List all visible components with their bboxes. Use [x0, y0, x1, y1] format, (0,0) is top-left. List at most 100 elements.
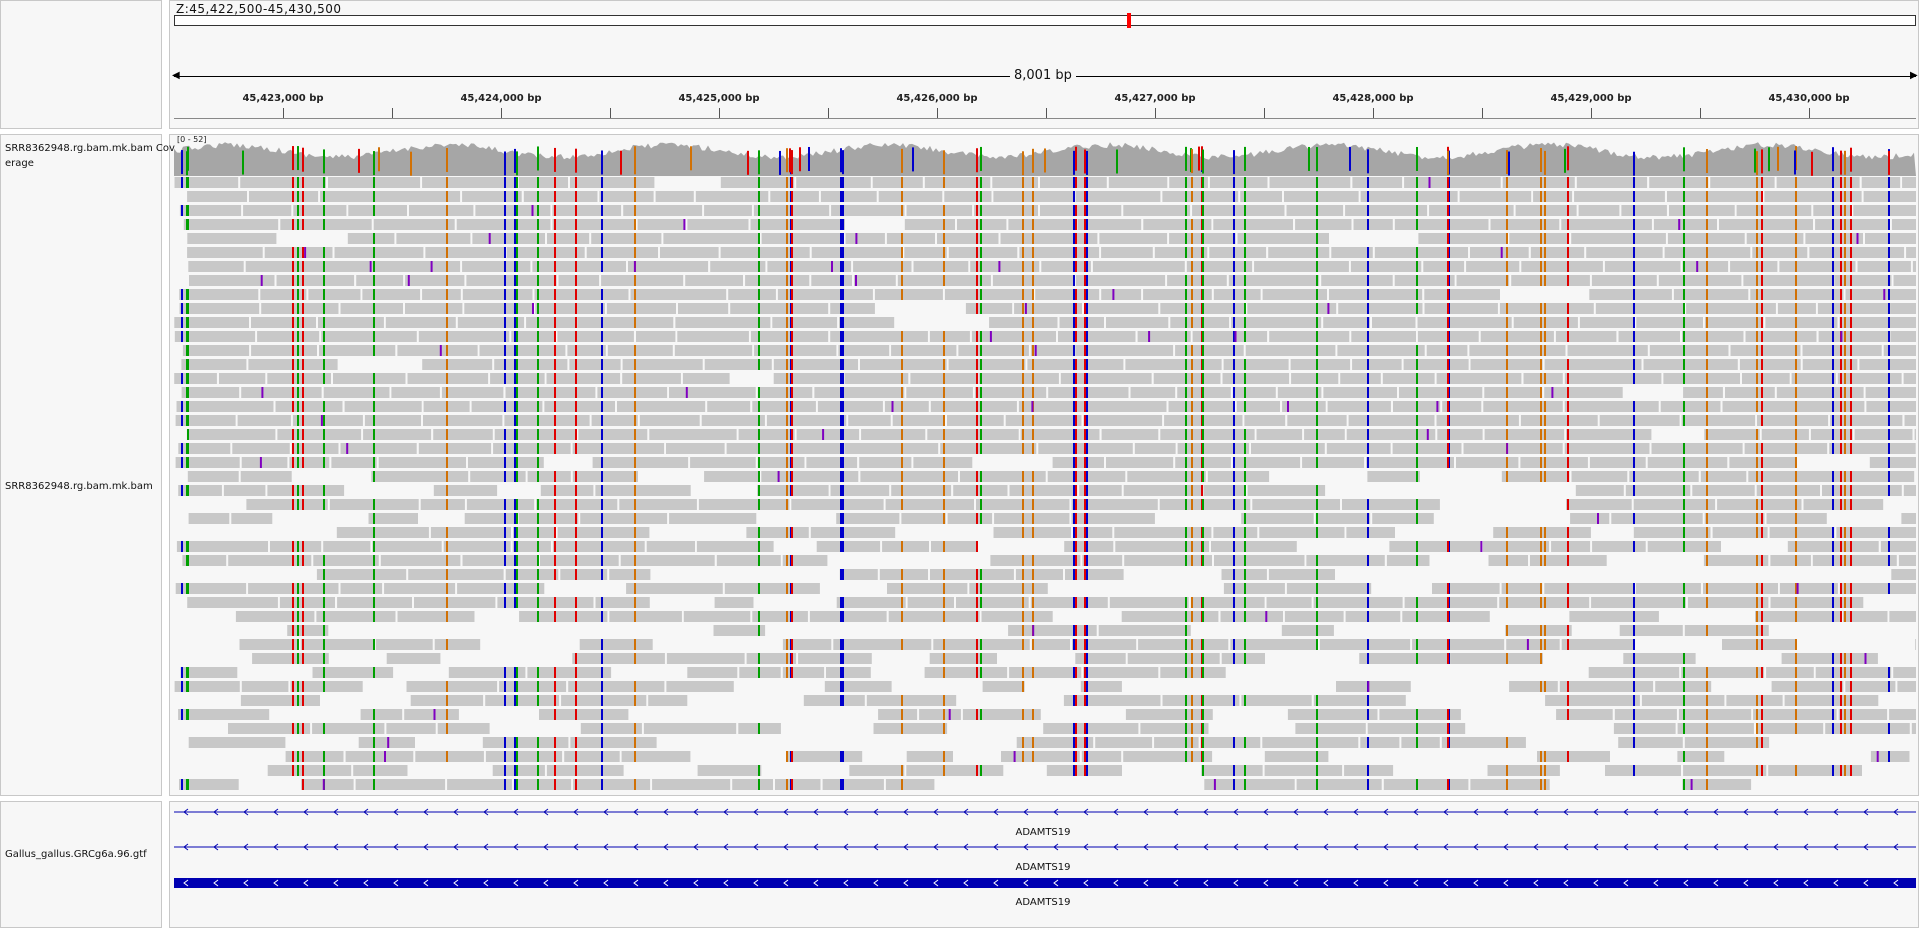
aligned-read [1366, 457, 1454, 468]
read-mismatch [1795, 415, 1797, 426]
read-mismatch [1795, 387, 1797, 398]
read-mismatch [976, 415, 978, 426]
aligned-read [1889, 611, 1916, 622]
read-mismatch [842, 289, 844, 300]
locus-display[interactable]: Z:45,422,500-45,430,500 [176, 2, 342, 16]
read-mismatch [1244, 177, 1246, 188]
aligned-read [1564, 443, 1650, 454]
chromosome-ideogram[interactable] [174, 13, 1916, 28]
aligned-read [475, 205, 551, 216]
read-mismatch [1316, 695, 1318, 706]
aligned-read [1719, 219, 1813, 230]
aligned-read [391, 387, 440, 398]
read-mismatch [1540, 415, 1542, 426]
aligned-read [1544, 387, 1623, 398]
read-mismatch [297, 205, 299, 216]
read-mismatch [1761, 639, 1763, 650]
read-mismatch [1075, 247, 1077, 258]
read-mismatch [1633, 639, 1635, 650]
read-mismatch [840, 639, 842, 650]
alignment-track[interactable] [174, 177, 1916, 795]
read-mismatch [1416, 639, 1418, 650]
read-mismatch [187, 219, 189, 230]
read-mismatch [786, 177, 788, 188]
aligned-read [471, 401, 543, 412]
aligned-read [443, 541, 511, 552]
read-mismatch [1084, 443, 1086, 454]
read-mismatch [1633, 373, 1635, 384]
read-mismatch [840, 317, 842, 328]
alignment-track-name[interactable]: SRR8362948.rg.bam.mk.bam [5, 481, 153, 492]
read-mismatch [1795, 667, 1797, 678]
read-mismatch [514, 177, 516, 188]
aligned-read [990, 555, 1081, 566]
read-mismatch [1888, 471, 1890, 482]
read-mismatch [1191, 541, 1193, 552]
read-mismatch [1032, 569, 1034, 580]
aligned-read [927, 429, 1019, 440]
read-mismatch [842, 261, 844, 272]
read-mismatch [901, 723, 903, 734]
read-mismatch [601, 303, 603, 314]
read-mismatch [1185, 359, 1187, 370]
read-mismatch [1022, 303, 1024, 314]
aligned-read [415, 751, 484, 762]
strand-arrow [1773, 879, 1779, 887]
read-mismatch [1832, 247, 1834, 258]
read-mismatch [504, 681, 506, 692]
read-mismatch [1850, 303, 1852, 314]
aligned-read [1523, 373, 1563, 384]
read-mismatch [1447, 583, 1449, 594]
read-mismatch [373, 317, 375, 328]
aligned-read [371, 471, 469, 482]
read-mismatch [1540, 541, 1542, 552]
read-mismatch [537, 779, 539, 790]
read-mismatch [1244, 191, 1246, 202]
read-mismatch [901, 471, 903, 482]
coverage-track-name[interactable]: SRR8362948.rg.bam.mk.bam Coverage [5, 143, 175, 169]
read-mismatch [1840, 233, 1842, 244]
aligned-read [1744, 443, 1828, 454]
aligned-read [1394, 275, 1455, 286]
aligned-read [1768, 765, 1862, 776]
read-mismatch [537, 261, 539, 272]
read-mismatch [1567, 331, 1569, 342]
strand-arrow [1113, 808, 1119, 816]
aligned-read [1401, 737, 1440, 748]
read-mismatch [1567, 275, 1569, 286]
read-mismatch [842, 387, 844, 398]
read-mismatch [1416, 597, 1418, 608]
read-mismatch [1073, 373, 1075, 384]
ruler-minor-tick [828, 108, 829, 118]
strand-arrow [1413, 879, 1419, 887]
read-mismatch [1191, 723, 1193, 734]
current-region-marker[interactable] [1127, 13, 1131, 28]
aligned-read [1315, 513, 1371, 524]
read-mismatch [1540, 345, 1542, 356]
aligned-read [599, 191, 654, 202]
read-mismatch [976, 359, 978, 370]
read-mismatch [1086, 765, 1088, 776]
coverage-track[interactable] [174, 134, 1916, 176]
read-mismatch [1633, 401, 1635, 412]
aligned-read [362, 289, 421, 300]
strand-arrow [1233, 808, 1239, 816]
gene-track[interactable] [174, 801, 1916, 928]
read-mismatch [976, 667, 978, 678]
read-mismatch [514, 205, 516, 216]
annotation-track-name[interactable]: Gallus_gallus.GRCg6a.96.gtf [5, 849, 147, 860]
aligned-read [425, 247, 505, 258]
aligned-read [619, 499, 697, 510]
aligned-read [472, 233, 545, 244]
read-mismatch [1032, 261, 1034, 272]
read-mismatch [1447, 429, 1449, 440]
strand-arrow [1203, 879, 1209, 887]
read-mismatch [1233, 597, 1235, 608]
read-mismatch [1888, 541, 1890, 552]
read-mismatch [446, 401, 448, 412]
read-mismatch [634, 499, 636, 510]
aligned-read [1817, 303, 1888, 314]
read-mismatch [1367, 275, 1369, 286]
read-mismatch [1832, 373, 1834, 384]
read-mismatch [1367, 401, 1369, 412]
